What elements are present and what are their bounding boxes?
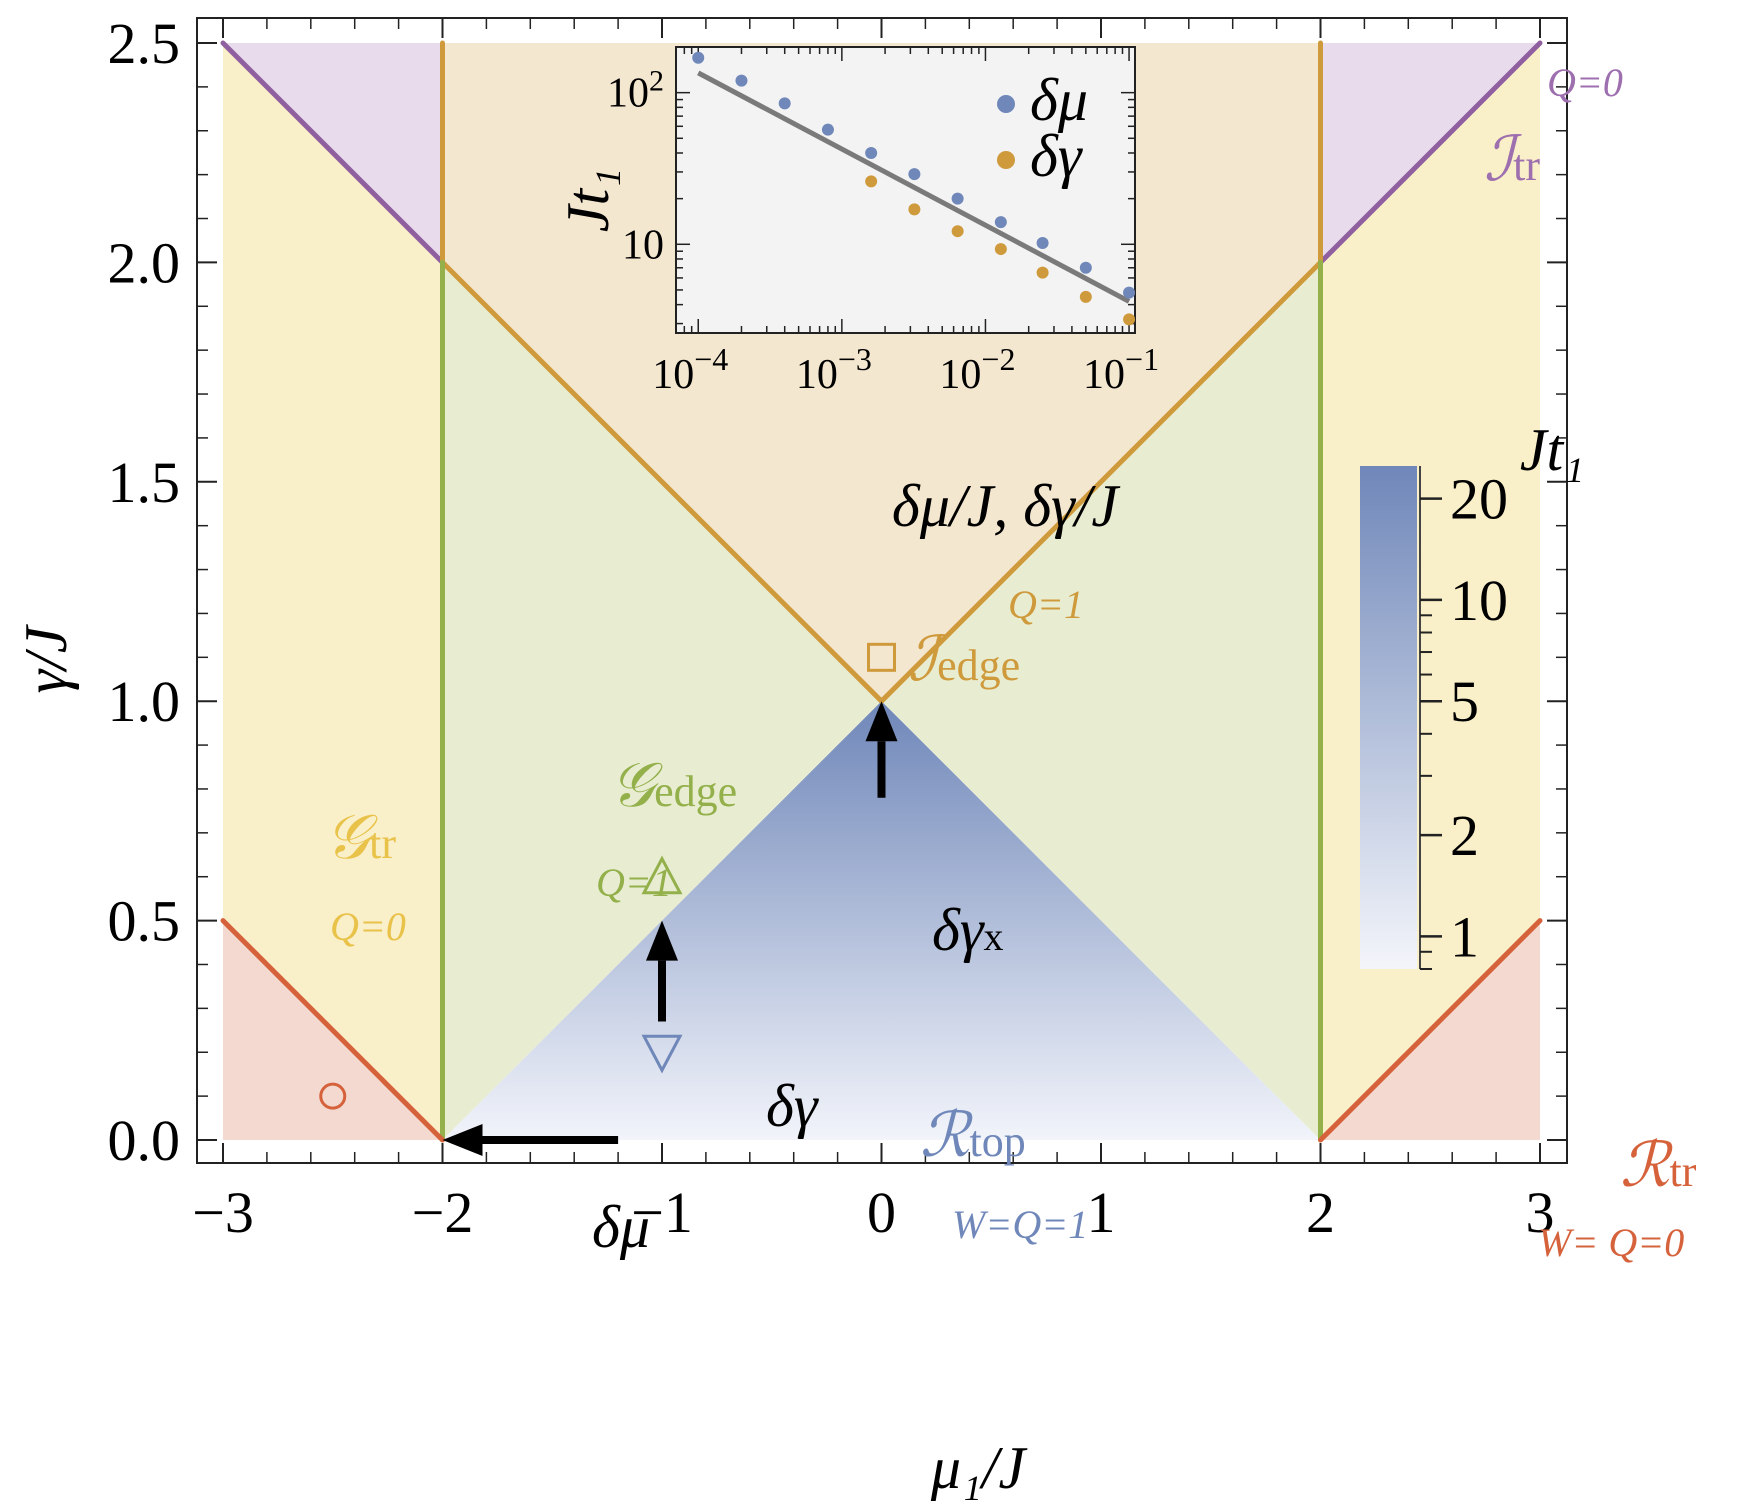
square-marker — [867, 642, 896, 672]
inset-data-point — [1123, 313, 1136, 326]
inset-data-point — [908, 168, 921, 181]
region-label-r-top: ℛtop W=Q=1 — [920, 1102, 1088, 1247]
inset-data-point — [908, 203, 921, 216]
svg-text:Q=1: Q=1 — [596, 860, 672, 905]
inset-data-point — [951, 225, 964, 238]
phase-boundary-line — [220, 918, 445, 1143]
x-tick-label: −1 — [631, 1180, 693, 1245]
colorbar-gradient — [1360, 466, 1417, 969]
svg-text:ℛtop: ℛtop — [920, 1102, 1026, 1170]
inset-x-axis-title: δμ/J, δγ/J — [892, 473, 1121, 539]
region-g-tr-0 — [223, 43, 443, 1140]
x-tick-label: −3 — [192, 1180, 254, 1245]
phase-boundary-line — [1318, 918, 1543, 1143]
colorbar-tick-label: 10 — [1450, 568, 1508, 633]
main-x-axis-title: μ₁/J — [930, 1435, 1028, 1501]
y-tick-label: 0.0 — [108, 1108, 181, 1173]
inset-fit-line — [697, 70, 1131, 304]
colorbar-tick-label: 1 — [1450, 904, 1479, 969]
inset-data-point — [821, 123, 834, 136]
inset-data-point — [994, 216, 1007, 229]
svg-text:W=Q=1: W=Q=1 — [952, 1202, 1088, 1247]
phase-boundary-line — [1318, 40, 1543, 265]
inset-data-point — [865, 146, 878, 159]
inset-y-tick-label: 102 — [607, 65, 664, 117]
perturbation-arrow — [865, 701, 898, 798]
inset-x-tick-label: 10−1 — [1083, 341, 1159, 398]
colorbar-tick-label: 5 — [1450, 669, 1479, 734]
inset-frame — [675, 46, 1136, 334]
y-tick-label: 1.5 — [108, 450, 181, 515]
x-tick-label: 1 — [1087, 1180, 1116, 1245]
region-g-edge-1 — [881, 262, 1321, 1140]
region-g-edge-0 — [442, 262, 882, 1140]
svg-text:Q=0: Q=0 — [330, 904, 406, 949]
arrow-label-delta-gamma-x: δγx — [932, 897, 1004, 963]
inset-data-point — [1079, 261, 1092, 274]
x-tick-label: 2 — [1306, 1180, 1335, 1245]
perturbation-arrows — [442, 701, 898, 1156]
inset-data-point — [692, 51, 705, 64]
inset-legend-swatch — [997, 95, 1015, 113]
y-tick-label: 1.0 — [108, 669, 181, 734]
region-r-top-0 — [442, 701, 1321, 1140]
inset-x-tick-label: 10−3 — [796, 341, 872, 398]
colorbar-tick-label: 20 — [1450, 467, 1508, 532]
svg-text:Q=0: Q=0 — [1547, 60, 1623, 105]
inset-legend-label: δγ — [1030, 123, 1083, 189]
inset-data-point — [735, 74, 748, 87]
circle-marker — [319, 1082, 347, 1110]
inset-data-point — [951, 192, 964, 205]
x-tick-label: −2 — [412, 1180, 474, 1245]
inset-y-tick-label: 10 — [622, 222, 664, 268]
colorbar: 1 2 5 10 20 — [1360, 466, 1508, 970]
inset-legend-label: δμ — [1030, 67, 1088, 133]
inset-data-point — [865, 175, 878, 188]
svg-text:W= Q=0: W= Q=0 — [1538, 1220, 1684, 1265]
inset-x-tick-label: 10−4 — [652, 341, 728, 398]
region-label-r-tr: ℛtr W= Q=0 — [1538, 1132, 1697, 1265]
triangle-up-marker — [641, 855, 683, 895]
main-axes: −3 −2 −1 0 1 2 3 0.0 0.5 1.0 1.5 2.0 2.5 — [108, 11, 1568, 1245]
sample-point-markers — [319, 642, 896, 1110]
main-y-axis-title: γ/J — [13, 624, 79, 693]
perturbation-arrow — [442, 1124, 619, 1156]
colorbar-title: Jt₁ — [1520, 417, 1584, 483]
inset-data-point — [1036, 266, 1049, 279]
inset-data-point — [778, 97, 791, 110]
triangle-down-marker — [641, 1034, 683, 1074]
phase-boundary-line — [220, 40, 445, 265]
inset-data-point — [994, 243, 1007, 256]
y-tick-label: 0.5 — [108, 889, 181, 954]
arrow-label-delta-gamma: δγ — [766, 1073, 819, 1139]
inset-x-tick-label: 10−2 — [939, 341, 1015, 398]
svg-text:Q=1: Q=1 — [1008, 582, 1084, 627]
inset-data-point — [1079, 290, 1092, 303]
perturbation-arrow — [646, 920, 678, 1022]
y-tick-label: 2.0 — [108, 230, 181, 295]
arrow-label-delta-mu: δμ — [592, 1194, 650, 1260]
x-tick-label: 3 — [1526, 1180, 1555, 1245]
inset-data-point — [1036, 236, 1049, 249]
colorbar-tick-label: 2 — [1450, 803, 1479, 868]
inset-data-point — [1123, 286, 1136, 299]
y-tick-label: 2.5 — [108, 11, 181, 76]
inset-y-axis-title: Jt₁ — [555, 168, 621, 232]
x-tick-label: 0 — [867, 1180, 896, 1245]
inset-legend-swatch — [997, 151, 1015, 169]
svg-text:ℛtr: ℛtr — [1620, 1132, 1697, 1200]
